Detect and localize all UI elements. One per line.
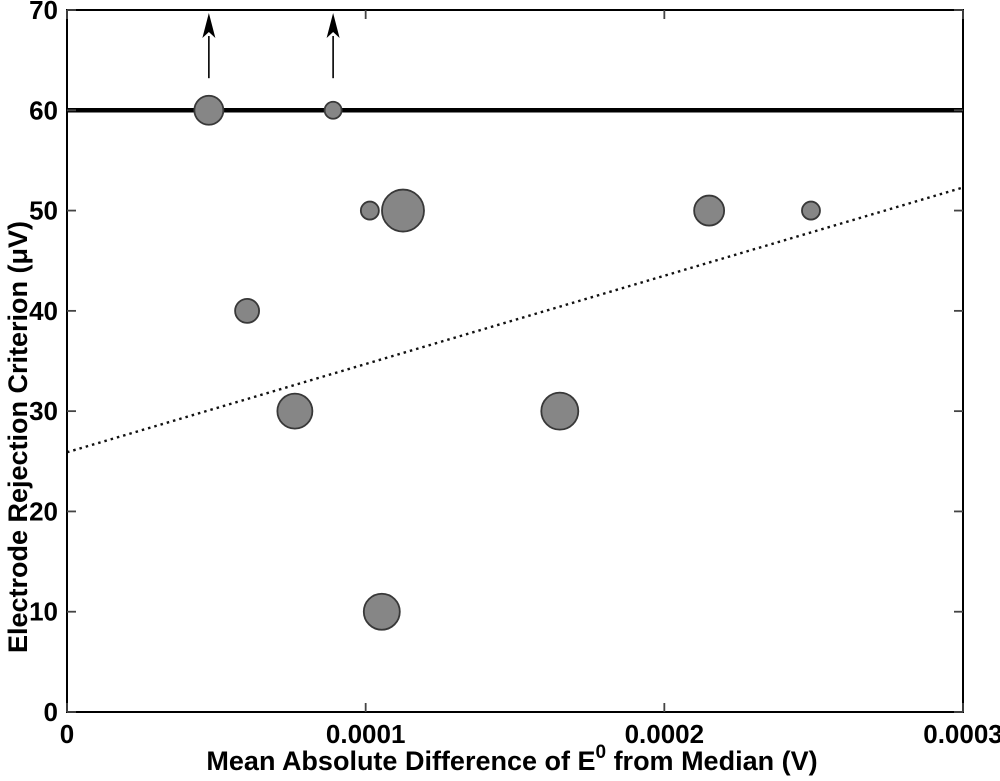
x-tick-label: 0.0003 (923, 719, 1000, 749)
x-tick-label: 0.0002 (625, 719, 705, 749)
y-tick-label: 70 (29, 0, 58, 25)
data-point (693, 194, 726, 227)
y-tick-label: 60 (29, 95, 58, 125)
up-arrow-head (202, 13, 216, 39)
data-point (381, 188, 425, 233)
data-point (540, 391, 580, 431)
data-point (276, 392, 314, 430)
data-point (323, 100, 343, 120)
up-arrow-head (326, 13, 340, 39)
data-point (359, 200, 380, 221)
data-point (234, 297, 260, 324)
y-tick-label: 50 (29, 196, 58, 226)
y-axis-label: Electrode Rejection Criterion (μV) (3, 221, 33, 653)
data-point (362, 592, 401, 631)
y-tick-label: 30 (29, 396, 58, 426)
data-point (801, 200, 821, 221)
y-tick-label: 20 (29, 496, 58, 526)
data-point (193, 94, 225, 126)
axes-box (66, 9, 964, 713)
trend-line (66, 186, 964, 454)
x-axis-label: Mean Absolute Difference of E0 from Medi… (206, 742, 817, 776)
x-tick-label: 0 (60, 719, 74, 749)
y-tick-label: 0 (44, 697, 58, 727)
y-tick-label: 10 (29, 597, 58, 627)
y-tick-label: 40 (29, 296, 58, 326)
x-tick-label: 0.0001 (326, 719, 406, 749)
